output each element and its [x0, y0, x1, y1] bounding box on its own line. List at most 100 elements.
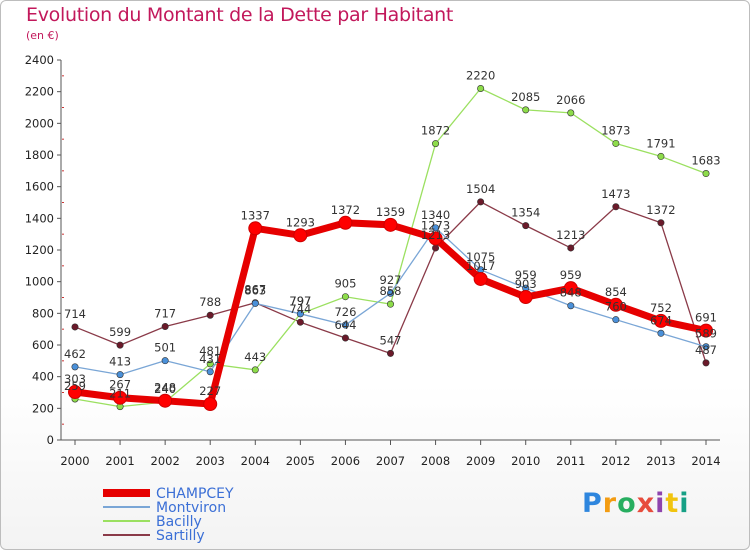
data-label-montviron: 927	[380, 273, 402, 287]
data-point-montviron	[432, 224, 440, 232]
data-point-sartilly	[477, 198, 485, 206]
data-label-bacilly: 2085	[511, 90, 540, 104]
data-point-montviron	[341, 321, 349, 329]
data-point-sartilly	[161, 322, 169, 330]
data-point-montviron	[567, 302, 575, 310]
y-tick-label: 1400	[25, 211, 54, 225]
data-label-bacilly: 1791	[646, 136, 675, 150]
legend-label-sartilly: Sartilly	[156, 528, 205, 544]
data-point-champcey	[248, 221, 263, 236]
data-label-bacilly: 443	[244, 350, 266, 364]
x-tick-label: 2006	[331, 454, 360, 468]
x-tick-label: 2014	[691, 454, 720, 468]
legend-label-montviron: Montviron	[156, 500, 226, 516]
y-tick-label: 2000	[25, 116, 54, 130]
data-label-champcey: 1273	[421, 218, 450, 232]
data-label-sartilly: 744	[289, 302, 311, 316]
data-label-champcey: 1372	[331, 203, 360, 217]
chart-title: Evolution du Montant de la Dette par Hab…	[26, 4, 454, 26]
data-label-champcey: 267	[109, 378, 131, 392]
data-point-champcey	[338, 215, 353, 230]
data-point-champcey	[473, 271, 488, 286]
data-label-montviron: 1075	[466, 250, 495, 264]
x-tick-label: 2007	[376, 454, 405, 468]
data-point-champcey	[293, 228, 308, 243]
data-point-sartilly	[657, 219, 665, 227]
data-point-montviron	[296, 310, 304, 318]
data-label-sartilly: 867	[244, 283, 266, 297]
data-label-champcey: 752	[650, 301, 672, 315]
y-tick-label: 600	[32, 338, 54, 352]
data-label-sartilly: 1504	[466, 182, 495, 196]
data-label-montviron: 501	[154, 341, 176, 355]
data-point-bacilly	[432, 140, 440, 148]
legend-label-bacilly: Bacilly	[156, 514, 202, 530]
data-label-champcey: 959	[560, 268, 582, 282]
data-point-montviron	[657, 329, 665, 337]
data-label-sartilly: 1372	[646, 203, 675, 217]
x-tick-label: 2009	[466, 454, 495, 468]
data-label-champcey: 1293	[286, 215, 315, 229]
data-point-bacilly	[567, 109, 575, 117]
data-point-sartilly	[206, 311, 214, 319]
data-point-sartilly	[432, 244, 440, 252]
data-point-champcey	[518, 290, 533, 305]
y-tick-label: 200	[32, 401, 54, 415]
data-label-montviron: 760	[605, 300, 627, 314]
data-point-sartilly	[386, 349, 394, 357]
data-label-sartilly: 788	[199, 295, 221, 309]
data-point-sartilly	[341, 334, 349, 342]
data-label-sartilly: 1213	[421, 228, 450, 242]
data-point-sartilly	[612, 203, 620, 211]
x-tick-label: 2001	[105, 454, 134, 468]
x-tick-label: 2005	[286, 454, 315, 468]
data-label-bacilly: 1683	[691, 154, 720, 168]
data-point-bacilly	[657, 152, 665, 160]
data-label-montviron: 462	[64, 347, 86, 361]
data-point-sartilly	[116, 341, 124, 349]
data-point-montviron	[612, 316, 620, 324]
data-point-champcey	[699, 323, 713, 338]
x-tick-label: 2000	[60, 454, 89, 468]
x-tick-label: 2010	[511, 454, 540, 468]
data-label-champcey: 227	[199, 384, 221, 398]
data-point-sartilly	[71, 323, 79, 331]
data-label-champcey: 854	[605, 285, 627, 299]
data-label-bacilly: 240	[154, 382, 176, 396]
data-point-bacilly	[251, 366, 259, 374]
data-point-montviron	[251, 299, 259, 307]
legend-label-champcey: CHAMPCEY	[156, 486, 234, 502]
data-label-montviron: 726	[334, 305, 356, 319]
data-label-bacilly: 858	[380, 284, 402, 298]
data-label-bacilly: 797	[289, 294, 311, 308]
data-point-montviron	[386, 289, 394, 297]
data-label-montviron: 959	[515, 268, 537, 282]
data-point-champcey	[383, 217, 398, 232]
data-label-champcey: 303	[64, 372, 86, 386]
data-label-champcey: 248	[154, 381, 176, 395]
data-label-champcey: 691	[695, 311, 717, 325]
data-label-montviron: 431	[199, 352, 221, 366]
data-point-montviron	[161, 357, 169, 365]
y-tick-label: 1800	[25, 148, 54, 162]
y-tick-label: 1200	[25, 243, 54, 257]
y-tick-label: 1000	[25, 275, 54, 289]
y-tick-label: 1600	[25, 180, 54, 194]
x-tick-label: 2012	[601, 454, 630, 468]
data-point-bacilly	[702, 170, 710, 178]
data-point-montviron	[702, 343, 710, 351]
data-point-champcey	[428, 231, 443, 246]
y-tick-label: 400	[32, 370, 54, 384]
data-label-bacilly: 905	[334, 277, 356, 291]
data-point-bacilly	[386, 300, 394, 308]
data-label-sartilly: 717	[154, 306, 176, 320]
data-point-champcey	[653, 313, 668, 328]
data-point-sartilly	[567, 244, 575, 252]
proxiti-logo: Proxiti	[582, 488, 690, 519]
data-label-sartilly: 487	[695, 343, 717, 357]
x-tick-label: 2008	[421, 454, 450, 468]
data-point-bacilly	[522, 106, 530, 114]
data-point-champcey	[608, 297, 623, 312]
data-point-bacilly	[341, 293, 349, 301]
